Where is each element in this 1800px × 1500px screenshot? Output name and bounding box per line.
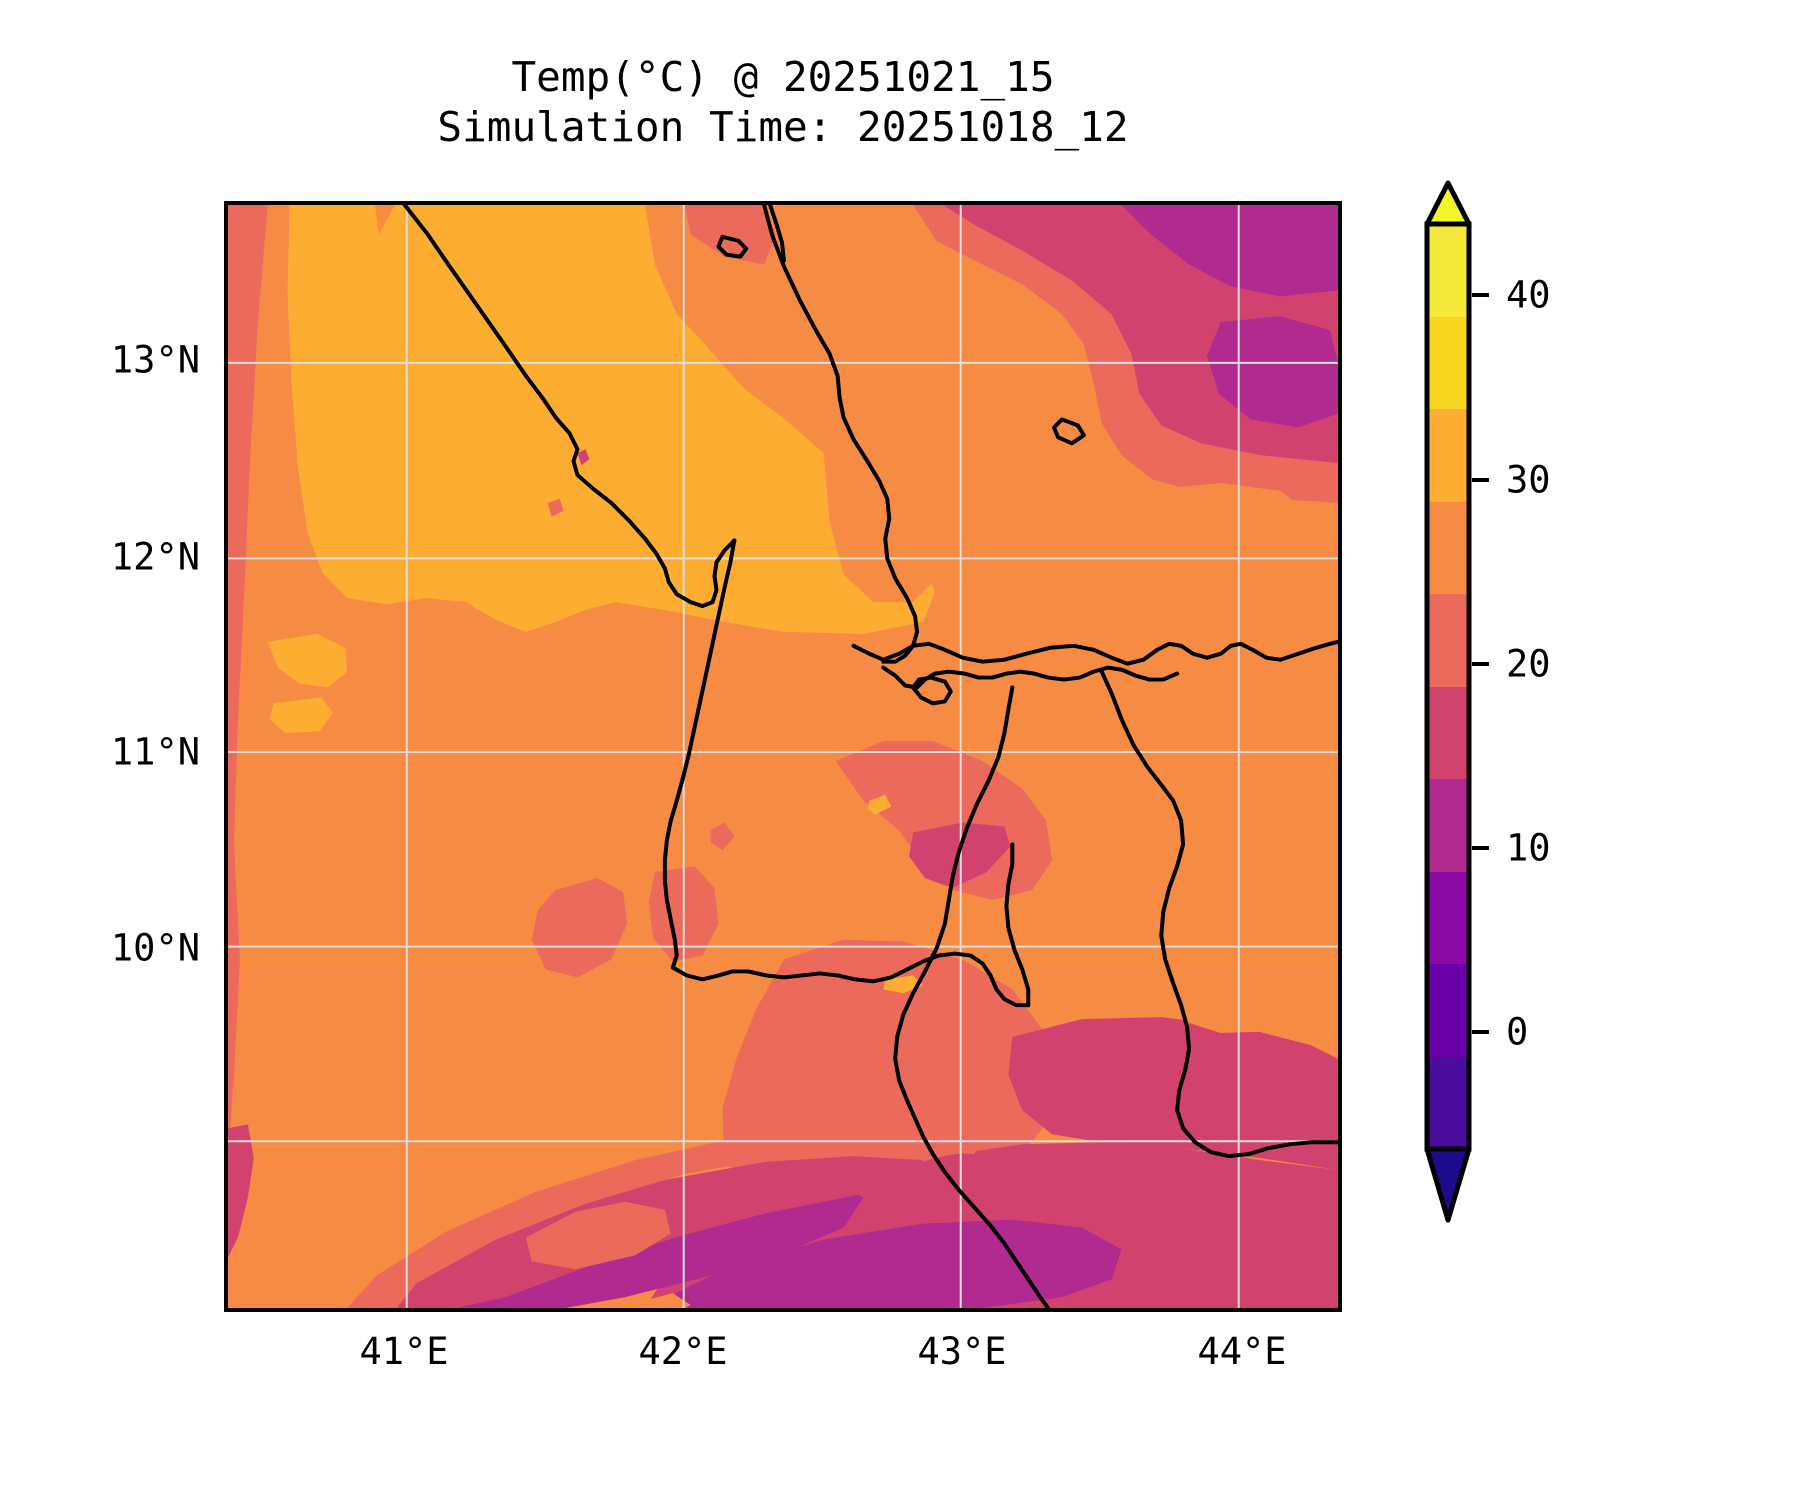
cb-tick-label-40: 40	[1506, 273, 1551, 317]
contour-band-25-30-west	[228, 205, 268, 1159]
contour-band-30-35-se-coast	[1181, 989, 1311, 1033]
contour-band-35-40-speck-e	[883, 975, 923, 994]
map-plot-area	[224, 201, 1342, 1312]
chart-title: Temp(°C) @ 20251021_15 Simulation Time: …	[224, 52, 1342, 152]
coastline-island-dahlak	[1052, 417, 1086, 446]
chart-title-line-2: Simulation Time: 20251018_12	[437, 103, 1129, 151]
chart-title-line-1: Temp(°C) @ 20251021_15	[511, 53, 1055, 101]
contour-field-svg	[228, 205, 1338, 1308]
ytick-label-13n: 13°N	[110, 338, 200, 382]
ytick-label-12n: 12°N	[110, 535, 200, 579]
cb-tick-mark-0	[1472, 1030, 1489, 1034]
cb-tick-mark-40	[1472, 293, 1489, 297]
contour-band-35-40-speck-b	[470, 590, 491, 611]
coastline-red-sea-east	[762, 205, 920, 664]
border-ethiopia-djibouti	[893, 685, 1051, 1308]
cb-band-15-20	[1427, 687, 1469, 779]
contour-band-20-25-se-upper	[1008, 1017, 1338, 1171]
contour-band-20-25-west-margin	[228, 1124, 254, 1258]
xtick-label-42e: 42°E	[638, 1330, 728, 1373]
coastline-inner-bay	[911, 675, 953, 706]
coastline-gulf-north	[851, 639, 1338, 666]
ytick-label-11n: 11°N	[110, 730, 200, 774]
cb-tick-mark-30	[1472, 478, 1489, 482]
colorbar[interactable]	[1424, 180, 1472, 1312]
cb-band-30-35	[1427, 409, 1469, 502]
cb-tick-label-0: 0	[1506, 1010, 1529, 1054]
border-ethiopia-south	[670, 951, 1031, 1008]
cb-band-35-40	[1427, 317, 1469, 409]
coastline-island-north	[716, 234, 749, 259]
contour-band-30-35-ne-coast	[1141, 482, 1301, 523]
contour-band-25-30-south-bump	[525, 1201, 671, 1270]
contour-band-20-25-speck-nw	[577, 449, 590, 466]
border-ethiopia-west	[662, 538, 737, 970]
cb-band-0-5	[1427, 964, 1469, 1057]
xtick-label-44e: 44°E	[1197, 1330, 1287, 1373]
ytick-label-10n: 10°N	[110, 926, 200, 970]
xtick-label-43e: 43°E	[917, 1330, 1007, 1373]
cb-tick-label-10: 10	[1506, 826, 1551, 870]
border-ethiopia-link	[1004, 842, 1031, 1008]
contour-band-30-35-east-lower	[1101, 780, 1338, 906]
cb-tick-label-30: 30	[1506, 458, 1551, 502]
contour-band-15-20-ne-lower	[1206, 316, 1338, 428]
contour-band-25-30-south-upper	[347, 1124, 983, 1308]
contour-band-30-35-sw-speck-b	[263, 1237, 286, 1260]
coastline-layer	[402, 205, 1338, 1308]
contour-band-30-35-gulf-strip	[841, 623, 1102, 688]
cb-band-25-30	[1427, 502, 1469, 594]
cb-tick-mark-20	[1472, 662, 1489, 666]
cb-band-40-45	[1427, 224, 1469, 317]
contour-band-35-40-northwest	[287, 205, 935, 634]
cb-tick-label-20: 20	[1506, 642, 1551, 686]
coastline-afar-lake	[768, 205, 786, 263]
cb-band-20-25	[1427, 594, 1469, 687]
contour-band-25-30-speck-nw	[547, 498, 564, 517]
contour-band-15-20-ne-top	[1121, 205, 1338, 297]
cb-band-neg5-0	[1427, 1057, 1469, 1149]
colorbar-extend-min	[1424, 1146, 1472, 1223]
cb-band-5-10	[1427, 872, 1469, 964]
xtick-label-41e: 41°E	[359, 1330, 449, 1373]
contour-band-30-35-east-mid	[1052, 647, 1338, 771]
contour-band-35-40-speck-d	[867, 794, 892, 815]
cb-band-10-15	[1427, 779, 1469, 872]
map-gridlines	[228, 205, 1338, 1308]
colorbar-extend-max	[1424, 180, 1472, 227]
contour-band-25-30-central-east	[835, 741, 1053, 900]
contour-band-35-40-west-patch	[267, 633, 348, 734]
contour-band-25-30-central-a	[531, 878, 628, 978]
colorbar-bands	[1427, 224, 1469, 1149]
map-contour-layer	[228, 205, 1338, 1308]
colorbar-outline	[1424, 221, 1472, 1152]
cb-tick-mark-10	[1472, 846, 1489, 850]
contour-band-25-30-speck-c	[710, 822, 735, 851]
contour-band-30-35-upper-central	[819, 205, 985, 603]
coastline-red-sea-west	[402, 205, 737, 609]
contour-band-25-30-north-central	[684, 205, 777, 265]
contour-band-30-35-s-speck-c	[643, 1293, 691, 1308]
colorbar-svg	[1424, 180, 1472, 1223]
coastline-gulf-south	[881, 665, 1180, 690]
contour-band-30-35-sw-speck-a	[283, 1197, 310, 1224]
border-ethiopia-somaliland	[1099, 669, 1338, 1159]
